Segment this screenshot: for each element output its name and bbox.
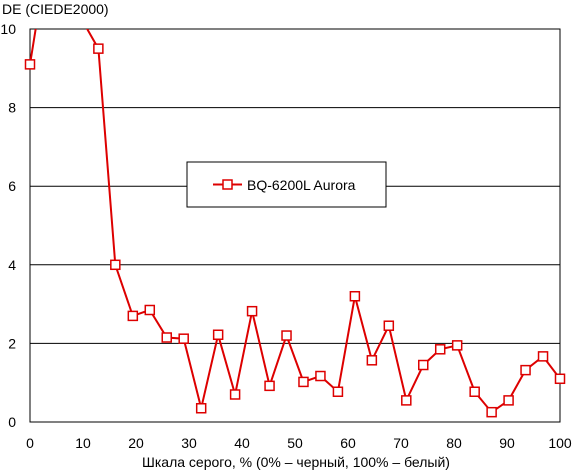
data-point [451, 340, 463, 351]
data-point [503, 395, 514, 406]
data-point [24, 59, 36, 70]
x-tick-label: 0 [26, 435, 34, 451]
data-point [554, 373, 566, 385]
y-tick-label: 10 [0, 21, 16, 37]
x-tick-label: 50 [287, 435, 303, 451]
x-axis-label: Шкала серого, % (0% – черный, 100% – бел… [142, 454, 450, 470]
x-tick-label: 10 [75, 435, 91, 451]
data-point [127, 310, 139, 322]
data-point [281, 330, 292, 341]
data-point [246, 305, 258, 317]
data-point [383, 320, 395, 331]
x-tick-label: 60 [340, 435, 356, 451]
data-point [161, 332, 172, 343]
data-point [418, 359, 429, 371]
y-axis-label: DE (CIEDE2000) [2, 1, 109, 17]
y-tick-label: 2 [8, 335, 16, 351]
data-point [520, 364, 531, 376]
data-point [178, 333, 189, 344]
x-tick-label: 90 [499, 435, 515, 451]
x-tick-label: 30 [181, 435, 197, 451]
x-tick-label: 70 [393, 435, 409, 451]
data-point [537, 351, 549, 362]
legend-label: BQ-6200L Aurora [247, 177, 356, 193]
data-point [332, 386, 344, 397]
y-tick-label: 6 [8, 178, 16, 194]
data-point [315, 370, 326, 382]
x-tick-label: 100 [548, 435, 572, 451]
data-point [264, 380, 275, 392]
data-point [212, 329, 224, 341]
y-axis-ticks: 0 2 4 6 8 10 [0, 21, 16, 430]
data-point [434, 344, 446, 355]
series-group [24, 29, 566, 418]
legend-marker [222, 179, 233, 190]
plot-area-frame [29, 28, 561, 423]
grid-lines [30, 107, 560, 344]
data-point [144, 304, 156, 316]
data-point [110, 259, 121, 271]
y-tick-label: 8 [8, 100, 16, 116]
x-tick-label: 80 [446, 435, 462, 451]
x-axis-ticks: 0 10 20 30 40 50 60 70 80 90 100 [26, 435, 572, 451]
y-tick-label: 4 [8, 257, 16, 273]
data-point [195, 402, 207, 414]
legend: BQ-6200L Aurora [186, 161, 387, 208]
data-point [93, 43, 104, 54]
y-tick-label: 0 [8, 414, 16, 430]
data-point [401, 395, 412, 406]
data-point [469, 386, 480, 397]
data-point [298, 376, 309, 388]
x-tick-label: 20 [128, 435, 144, 451]
data-point [486, 406, 497, 418]
data-point [349, 290, 361, 302]
x-tick-label: 40 [234, 435, 250, 451]
data-point [366, 355, 378, 366]
data-point [229, 389, 241, 400]
